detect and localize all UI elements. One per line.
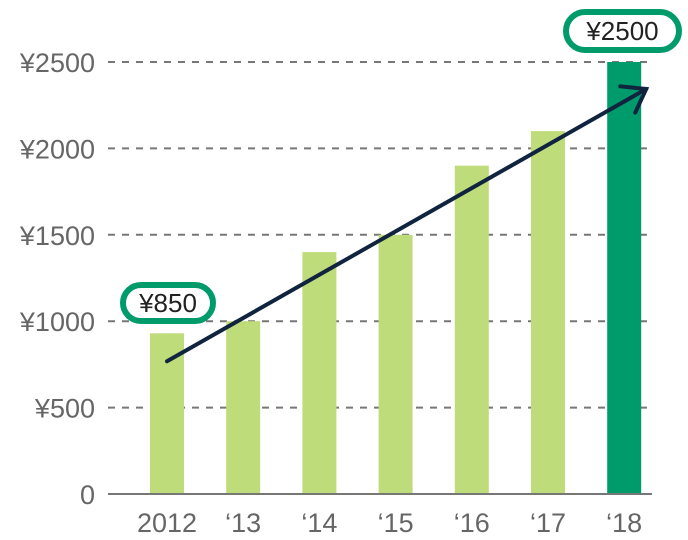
callouts: ¥850 ¥2500 — [120, 9, 682, 324]
x-tick-label: 2012 — [137, 508, 197, 538]
y-tick-label: ¥500 — [34, 394, 95, 424]
y-tick-label: ¥1500 — [19, 221, 95, 251]
bars — [150, 62, 642, 495]
bar — [226, 321, 261, 494]
callout-box — [563, 9, 682, 53]
trend-arrow — [165, 84, 650, 364]
bar — [607, 62, 642, 494]
x-tick-label: ‘15 — [378, 508, 414, 538]
x-tick-label: ‘18 — [606, 508, 642, 538]
x-tick-label: ‘13 — [225, 508, 261, 538]
y-tick-label: ¥2000 — [19, 134, 95, 164]
x-tick-label: ‘17 — [530, 508, 566, 538]
y-tick-label: ¥2500 — [19, 48, 95, 78]
x-tick-label: ‘14 — [301, 508, 337, 538]
y-axis-ticks: 0 ¥500 ¥1000 ¥1500 ¥2000 ¥2500 — [19, 48, 95, 510]
y-tick-label: 0 — [80, 480, 95, 510]
bar — [531, 131, 565, 494]
bar — [378, 234, 413, 495]
x-axis-ticks: 2012 ‘13 ‘14 ‘15 ‘16 ‘17 ‘18 — [137, 508, 642, 538]
bar — [302, 252, 337, 494]
callout-label: ¥2500 — [585, 16, 658, 46]
bar — [150, 333, 184, 494]
callout-box — [120, 282, 216, 324]
bar — [454, 165, 489, 494]
trend-arrow-line — [165, 87, 649, 364]
y-tick-label: ¥1000 — [19, 307, 95, 337]
x-tick-label: ‘16 — [454, 508, 490, 538]
callout-label: ¥850 — [138, 288, 197, 318]
trend-arrow-head — [618, 84, 650, 115]
